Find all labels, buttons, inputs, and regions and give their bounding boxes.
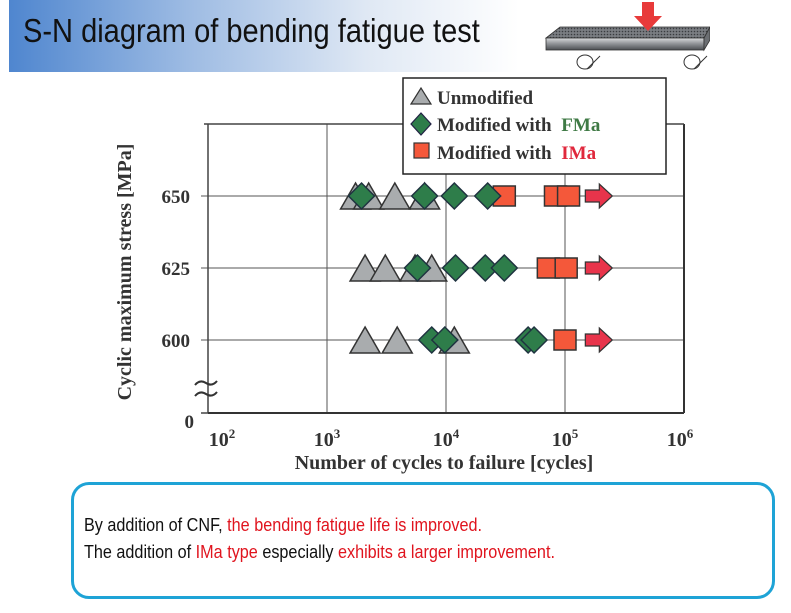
x-tick-label: 105: [552, 426, 579, 451]
point-fma: [440, 181, 469, 211]
point-fma: [347, 181, 376, 211]
point-unmodified: [348, 325, 382, 354]
x-tick-label: 103: [314, 426, 341, 451]
legend-label-unmodified: Unmodified: [437, 88, 534, 109]
note-highlight: IMa type: [195, 542, 258, 562]
conclusion-line-1: By addition of CNF, the bending fatigue …: [84, 515, 482, 536]
point-ima: [553, 329, 577, 351]
legend-triangle-icon: [409, 86, 433, 105]
conclusion-line-2: The addition of IMa type especially exhi…: [84, 542, 555, 563]
point-fma: [430, 325, 459, 355]
point-fma: [519, 325, 549, 355]
point-fma: [471, 253, 500, 283]
left-support-roller: [576, 54, 594, 70]
point-ima: [554, 257, 578, 279]
point-unmodified: [378, 181, 412, 210]
point-ima: [556, 185, 581, 207]
bending-test-illustration: [544, 2, 710, 70]
note-text: The addition of: [84, 542, 196, 562]
legend-diamond-icon: [410, 112, 432, 136]
y-axis-label: Cyclic maximum stress [MPa]: [114, 144, 136, 401]
point-unmodified: [369, 253, 402, 282]
note-highlight: exhibits a larger improvement.: [337, 542, 555, 562]
y-tick-label: 0: [185, 412, 195, 433]
runout-arrow-icon: [584, 326, 614, 354]
note-text: especially: [257, 542, 338, 562]
y-tick-label: 625: [162, 259, 191, 280]
x-tick-label: 104: [433, 426, 460, 451]
y-tick-label: 650: [162, 187, 191, 208]
axis-break-icon: [194, 380, 218, 397]
point-fma: [473, 181, 502, 211]
page-title: S-N diagram of bending fatigue test: [23, 12, 480, 49]
legend: Unmodified Modified with FMa Modified wi…: [402, 77, 667, 175]
point-unmodified: [380, 325, 414, 354]
sn-chart: Cyclic maximum stress [MPa] 650 625 600 …: [114, 77, 694, 474]
point-fma: [403, 253, 432, 283]
legend-label-ima: Modified with IMa: [437, 143, 597, 164]
note-text: By addition of CNF,: [84, 515, 228, 535]
title-banner: S-N diagram of bending fatigue test: [9, 0, 519, 72]
data-points: [339, 181, 614, 355]
conclusion-box: By addition of CNF, the bending fatigue …: [71, 482, 775, 599]
x-tick-label: 106: [667, 426, 694, 451]
point-fma: [490, 253, 519, 283]
load-arrow-icon: [634, 2, 662, 31]
point-fma: [441, 253, 470, 283]
legend-label-fma: Modified with FMa: [437, 115, 601, 136]
y-tick-label: 600: [162, 331, 191, 352]
runout-arrow-icon: [584, 182, 614, 210]
runout-arrow-icon: [584, 254, 614, 282]
note-highlight: the bending fatigue life is improved.: [227, 515, 483, 535]
right-support-roller: [683, 54, 701, 70]
x-axis-label: Number of cycles to failure [cycles]: [295, 452, 594, 474]
x-tick-label: 102: [209, 426, 236, 451]
point-unmodified: [348, 253, 382, 282]
point-fma: [410, 181, 439, 211]
legend-square-icon: [413, 142, 430, 159]
